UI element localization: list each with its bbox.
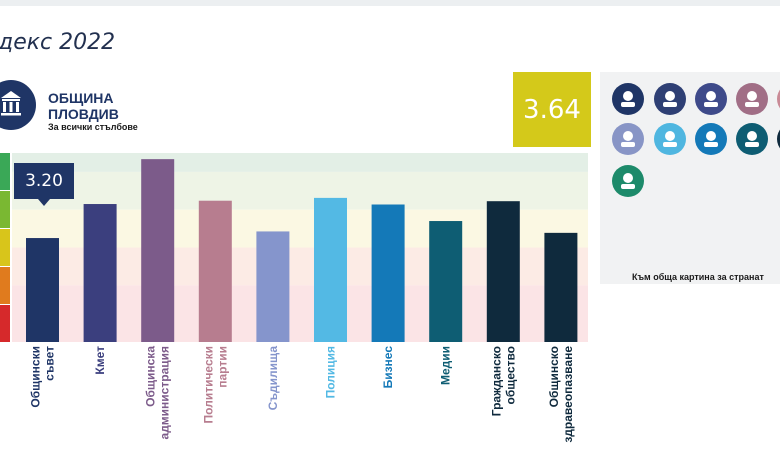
courts-icon[interactable] bbox=[612, 123, 644, 155]
bar[interactable] bbox=[314, 197, 347, 342]
scale-segment-3 bbox=[0, 267, 10, 304]
business-icon[interactable] bbox=[695, 123, 727, 155]
category-label: Общинскисъвет bbox=[29, 346, 57, 408]
municipal-council-icon[interactable] bbox=[612, 83, 644, 115]
political-parties-icon[interactable] bbox=[736, 83, 768, 115]
category-label: Полиция bbox=[324, 346, 338, 398]
bar[interactable] bbox=[198, 200, 232, 342]
bar[interactable] bbox=[26, 238, 59, 342]
partial-icon[interactable] bbox=[777, 83, 780, 115]
top-bar bbox=[0, 0, 780, 6]
bar[interactable] bbox=[141, 159, 175, 342]
bar[interactable] bbox=[371, 204, 405, 342]
org-subtitle: За всички стълбове bbox=[48, 122, 138, 132]
scale-segment-1 bbox=[0, 191, 10, 228]
category-label: Политическипартии bbox=[201, 346, 229, 423]
category-label: Кмет bbox=[93, 346, 107, 375]
overall-score: 3.64 bbox=[513, 72, 591, 147]
band-0 bbox=[12, 153, 588, 172]
category-label: Бизнес bbox=[381, 346, 395, 389]
police-icon[interactable] bbox=[654, 123, 686, 155]
bar[interactable] bbox=[544, 232, 578, 342]
scale-segment-2 bbox=[0, 229, 10, 266]
media-icon[interactable] bbox=[736, 123, 768, 155]
org-name: ОБЩИНА ПЛОВДИВ bbox=[48, 90, 119, 122]
scale-segment-4 bbox=[0, 305, 10, 342]
page-title: декс 2022 bbox=[0, 30, 116, 55]
bar[interactable] bbox=[486, 201, 520, 342]
category-label: Гражданскообщество bbox=[489, 346, 517, 416]
category-label: Медии bbox=[439, 346, 453, 385]
bar[interactable] bbox=[429, 221, 463, 342]
category-label: Общинскоздравеопазване bbox=[547, 346, 575, 443]
bar[interactable] bbox=[256, 231, 290, 342]
building-icon bbox=[0, 80, 36, 130]
scale-segment-0 bbox=[0, 153, 10, 190]
mayor-icon[interactable] bbox=[654, 83, 686, 115]
administration-icon[interactable] bbox=[695, 83, 727, 115]
category-label: Общинскаадминистрация bbox=[144, 346, 172, 440]
bar[interactable] bbox=[83, 204, 117, 342]
country-overview-link[interactable]: Към обща картина за странат bbox=[632, 272, 764, 282]
tooltip-arrow bbox=[38, 199, 50, 206]
category-label: Съдилища bbox=[266, 346, 280, 411]
healthcare-icon[interactable] bbox=[612, 165, 644, 197]
partial-dark-icon[interactable] bbox=[777, 123, 780, 155]
value-tooltip: 3.20 bbox=[14, 163, 74, 199]
